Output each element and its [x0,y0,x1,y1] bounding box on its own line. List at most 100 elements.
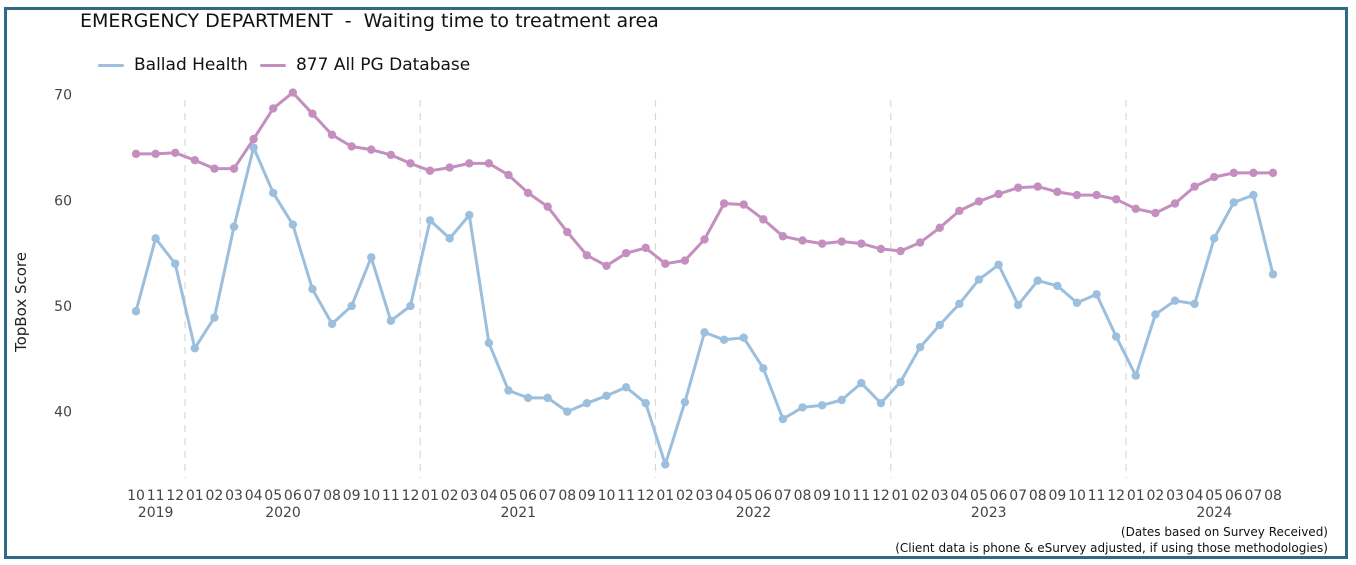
series-1-point-5 [229,164,239,173]
series-0-point-16 [445,234,454,243]
x-tick-label-42: 04 [950,488,968,504]
series-1-point-13 [386,150,396,160]
series-0-point-39 [896,377,905,387]
series-0-point-0 [131,307,141,316]
series-0-point-24 [602,391,611,400]
x-tick-label-46: 08 [1029,488,1047,504]
series-1-point-50 [1111,195,1121,204]
x-tick-label-47: 09 [1048,488,1066,504]
series-1-point-3 [190,155,200,165]
x-tick-label-35: 09 [813,488,831,504]
series-0-point-8 [288,220,298,229]
series-0-point-45 [1013,300,1023,310]
series-0-point-53 [1170,296,1180,305]
series-1-point-46 [1033,182,1042,191]
x-tick-label-54: 04 [1186,488,1204,504]
series-1-point-21 [543,202,552,211]
x-tick-label-49: 11 [1088,488,1106,504]
series-0-point-56 [1229,198,1238,207]
series-1-point-19 [504,170,513,180]
chart-frame [4,7,1348,559]
x-year-label-2019: 2019 [138,505,174,521]
series-0-point-28 [680,397,690,407]
series-1-point-51 [1131,204,1140,213]
series-1-point-47 [1053,187,1062,197]
series-1-point-6 [249,134,258,144]
x-tick-label-29: 03 [696,488,714,504]
x-tick-label-28: 02 [676,488,694,504]
series-0-point-50 [1111,332,1121,341]
x-tick-label-8: 06 [284,488,302,504]
x-tick-label-30: 04 [715,488,733,504]
series-1-point-10 [327,130,337,140]
series-1-point-9 [308,109,317,118]
series-1-point-36 [837,237,846,246]
series-0-point-30 [719,335,729,344]
x-tick-label-15: 01 [421,488,439,504]
series-1-point-20 [523,188,533,198]
series-0-point-19 [504,386,513,395]
x-tick-label-36: 10 [833,488,851,504]
chart-title: EMERGENCY DEPARTMENT - Waiting time to t… [80,10,659,32]
x-tick-label-45: 07 [1009,488,1027,504]
x-tick-label-23: 09 [578,488,596,504]
series-0-point-38 [876,398,886,408]
series-1-point-45 [1013,183,1023,192]
series-1-point-53 [1170,199,1180,208]
series-1-point-11 [347,142,356,151]
x-tick-label-57: 07 [1244,488,1262,504]
series-1-point-40 [915,238,925,247]
y-tick-label-40: 40 [54,405,72,421]
series-0-point-7 [269,188,278,198]
series-1-point-30 [719,199,729,208]
series-0-point-21 [543,393,552,403]
x-tick-label-0: 10 [127,488,145,504]
x-tick-label-48: 10 [1068,488,1086,504]
x-tick-label-41: 03 [931,488,949,504]
series-0-point-47 [1053,281,1062,291]
x-tick-label-9: 07 [304,488,322,504]
series-1-point-1 [151,149,160,159]
series-1-point-34 [798,236,807,245]
series-1-point-18 [484,159,494,168]
series-0-point-23 [582,398,592,408]
x-tick-label-25: 11 [617,488,635,504]
legend-label-pg-database: 877 All PG Database [295,55,471,75]
note-client-data: (Client data is phone & eSurvey adjusted… [895,541,1328,555]
series-1-point-44 [994,189,1003,199]
series-1-point-22 [563,227,572,237]
series-0-point-25 [621,383,631,392]
x-tick-label-7: 05 [264,488,282,504]
series-0-point-2 [171,259,180,268]
x-tick-label-26: 12 [637,488,655,504]
series-0-point-22 [563,407,572,416]
series-1-point-37 [857,239,866,248]
y-tick-label-60: 60 [54,193,72,209]
x-year-label-2023: 2023 [971,505,1007,521]
x-tick-label-40: 02 [911,488,929,504]
series-1-point-33 [778,232,788,241]
series-0-point-55 [1209,234,1219,243]
series-1-point-25 [621,248,631,258]
x-tick-label-32: 06 [754,488,772,504]
x-tick-label-55: 05 [1205,488,1223,504]
series-1-point-2 [171,148,180,157]
x-tick-label-13: 11 [382,488,400,504]
series-0-point-52 [1151,310,1160,319]
x-tick-label-56: 06 [1225,488,1243,504]
series-1-point-55 [1209,172,1219,182]
series-0-point-46 [1033,276,1042,285]
series-0-point-14 [406,301,415,311]
x-tick-label-34: 08 [794,488,812,504]
x-tick-label-33: 07 [774,488,792,504]
x-tick-label-20: 06 [519,488,537,504]
x-tick-label-24: 10 [598,488,616,504]
series-1-point-27 [661,259,670,268]
x-tick-label-21: 07 [539,488,557,504]
series-0-point-37 [857,378,866,388]
series-1-point-4 [210,164,219,173]
series-0-point-3 [190,344,200,353]
series-1-point-57 [1249,168,1258,178]
series-0-point-18 [484,338,494,348]
